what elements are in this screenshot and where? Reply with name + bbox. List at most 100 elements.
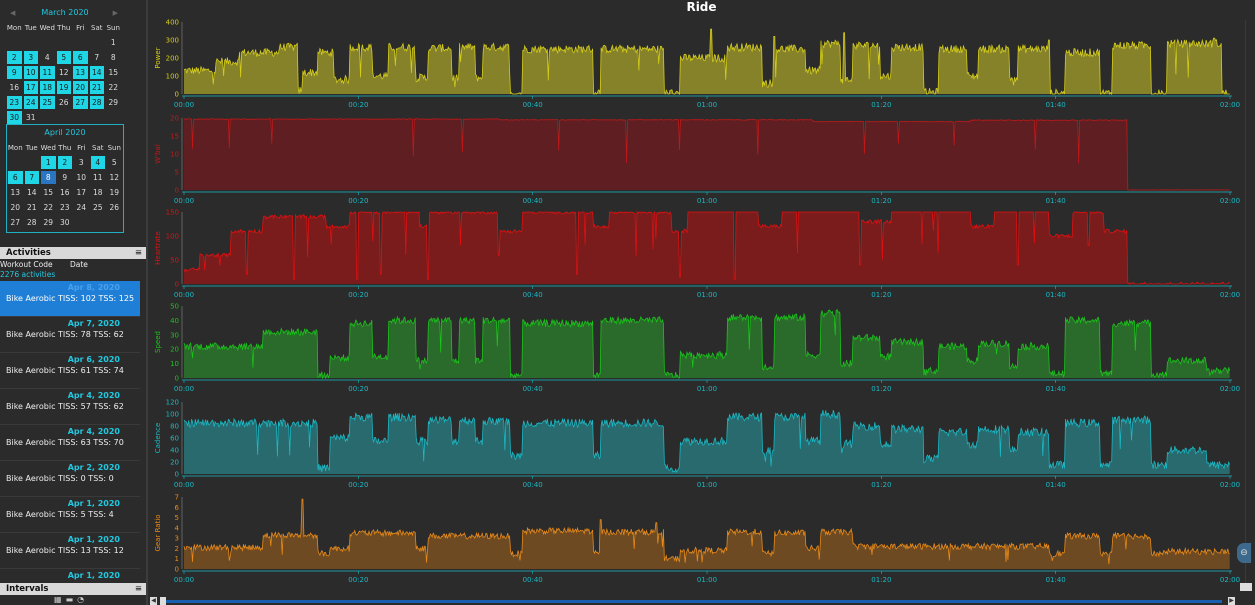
calendar-day[interactable]: 23	[59, 203, 70, 212]
calendar-day[interactable]: 2	[57, 156, 72, 169]
calendar-day[interactable]: 1	[41, 156, 56, 169]
calendar-day[interactable]: 20	[10, 203, 21, 212]
calendar-day[interactable]: 15	[108, 68, 119, 77]
series-line-5	[183, 498, 1230, 565]
calendar-day[interactable]: 22	[43, 203, 54, 212]
calendar-day[interactable]: 11	[92, 173, 103, 182]
calendar-day[interactable]: 20	[73, 81, 88, 94]
calendar-day[interactable]: 27	[10, 218, 21, 227]
calendar-day[interactable]: 4	[44, 53, 50, 62]
calendar-day[interactable]: 3	[78, 158, 84, 167]
calendar-day[interactable]: 14	[26, 188, 37, 197]
calendar-day[interactable]: 14	[89, 66, 104, 79]
activity-item[interactable]: Apr 1, 2020 Bike Aerobic TISS: 13 TSS: 12	[0, 533, 140, 569]
calendar-day[interactable]: 6	[8, 171, 23, 184]
y-tick-label: 2	[175, 545, 179, 553]
calendar-day[interactable]: 9	[62, 173, 68, 182]
calendar-day[interactable]: 7	[94, 53, 100, 62]
calendar-day[interactable]: 27	[73, 96, 88, 109]
calendar-day[interactable]: 16	[59, 188, 70, 197]
calendar-day[interactable]: 30	[7, 111, 22, 124]
activity-date: Apr 8, 2020	[67, 283, 120, 292]
activity-item[interactable]: Apr 8, 2020 Bike Aerobic TISS: 102 TSS: 1…	[0, 281, 140, 317]
calendar-day[interactable]: 7	[24, 171, 39, 184]
activity-item[interactable]: Apr 1, 2020 Bike Aerobic TISS: 5 TSS: 4	[0, 497, 140, 533]
calendar-day[interactable]: 16	[9, 83, 20, 92]
calendar-day[interactable]: 5	[56, 51, 71, 64]
activity-item[interactable]: Apr 2, 2020 Bike Aerobic TISS: 0 TSS: 0	[0, 461, 140, 497]
scroll-left-icon[interactable]: ◀	[150, 597, 157, 605]
calendar-day[interactable]: 17	[76, 188, 87, 197]
scroll-handle[interactable]	[160, 597, 166, 605]
calendar-day[interactable]: 8	[110, 53, 116, 62]
calendar-day[interactable]: 13	[73, 66, 88, 79]
calendar-day[interactable]: 6	[73, 51, 88, 64]
col-date[interactable]: Date	[70, 260, 88, 269]
right-scroll-handle[interactable]	[1240, 583, 1252, 591]
calendar-day[interactable]: 23	[7, 96, 22, 109]
calendar-day[interactable]: 26	[58, 98, 69, 107]
calendar-day[interactable]: 19	[109, 188, 120, 197]
calendar-day[interactable]: 4	[90, 156, 105, 169]
calendar-day[interactable]: 2	[7, 51, 22, 64]
activity-item[interactable]: Apr 4, 2020 Bike Aerobic TISS: 57 TSS: 62	[0, 389, 140, 425]
calendar-day[interactable]: 28	[26, 218, 37, 227]
calendar-day[interactable]: 15	[43, 188, 54, 197]
calendar-day[interactable]: 9	[7, 66, 22, 79]
calendar-day[interactable]: 5	[111, 158, 117, 167]
calendar-day[interactable]: 31	[25, 113, 36, 122]
activity-item[interactable]: Apr 7, 2020 Bike Aerobic TISS: 78 TSS: 62	[0, 317, 140, 353]
calendar-day[interactable]: 19	[56, 81, 71, 94]
calendar-day[interactable]: 1	[110, 38, 116, 47]
x-tick-label: 02:00	[1220, 576, 1240, 584]
zoom-toggle-icon[interactable]: ⊖	[1237, 543, 1251, 563]
y-tick-label: 100	[166, 73, 179, 81]
scroll-right-icon[interactable]: ▶	[1228, 597, 1235, 605]
y-tick-label: 15	[170, 133, 179, 141]
calendar-day[interactable]: 11	[40, 66, 55, 79]
calendar-day[interactable]: 17	[23, 81, 38, 94]
calendar-day[interactable]: 12	[109, 173, 120, 182]
stopwatch-icon[interactable]: ◔	[77, 595, 89, 604]
calendar-day[interactable]: 21	[26, 203, 37, 212]
col-workout-code[interactable]: Workout Code	[0, 260, 53, 269]
chart-scroll-bar[interactable]	[162, 600, 1222, 603]
calendar-day[interactable]: 10	[23, 66, 38, 79]
calendar-day[interactable]: 12	[58, 68, 69, 77]
calendar-day[interactable]: 22	[108, 83, 119, 92]
activity-list-scrollbar[interactable]	[140, 281, 146, 581]
calendar-day[interactable]: 3	[23, 51, 38, 64]
prev-month-icon[interactable]: ◀	[10, 9, 16, 17]
next-month-icon[interactable]: ▶	[112, 9, 118, 17]
calendar-day[interactable]: 24	[76, 203, 87, 212]
x-tick-label: 01:00	[697, 385, 717, 393]
calendar-day[interactable]: 24	[23, 96, 38, 109]
calendar-small-icon[interactable]: ▦	[54, 595, 66, 604]
chart-title: Ride	[686, 0, 717, 14]
calendar-day[interactable]: 10	[76, 173, 87, 182]
folder-icon[interactable]: ▬	[65, 595, 78, 604]
calendar-day[interactable]: 25	[40, 96, 55, 109]
series-line-1	[183, 117, 1230, 191]
calendar-day[interactable]: 8	[41, 171, 56, 184]
y-tick-label: 5	[175, 514, 179, 522]
calendar-day[interactable]: 18	[92, 188, 103, 197]
calendar-day[interactable]: 26	[109, 203, 120, 212]
calendar-day[interactable]: 18	[40, 81, 55, 94]
calendar-day[interactable]: 29	[43, 218, 54, 227]
activity-item[interactable]: Apr 4, 2020 Bike Aerobic TISS: 63 TSS: 70	[0, 425, 140, 461]
ride-chart-area: 0 100 200 300 400 Power 00:00 00:20 00:40 01:00 01…	[148, 0, 1255, 605]
calendar-day[interactable]: 21	[89, 81, 104, 94]
sidebar-splitter[interactable]	[146, 0, 148, 605]
activity-item[interactable]: Apr 6, 2020 Bike Aerobic TISS: 61 TSS: 74	[0, 353, 140, 389]
calendar-day[interactable]: 28	[89, 96, 104, 109]
calendar-day[interactable]: 25	[92, 203, 103, 212]
calendar-day[interactable]: 29	[108, 98, 119, 107]
calendar-day[interactable]: 30	[59, 218, 70, 227]
y-axis-label: Gear Ratio	[154, 514, 162, 551]
calendar-day[interactable]: 13	[10, 188, 21, 197]
activities-menu-icon[interactable]: ≡	[134, 248, 142, 258]
x-tick-label: 02:00	[1220, 481, 1240, 489]
intervals-menu-icon[interactable]: ≡	[134, 584, 142, 594]
